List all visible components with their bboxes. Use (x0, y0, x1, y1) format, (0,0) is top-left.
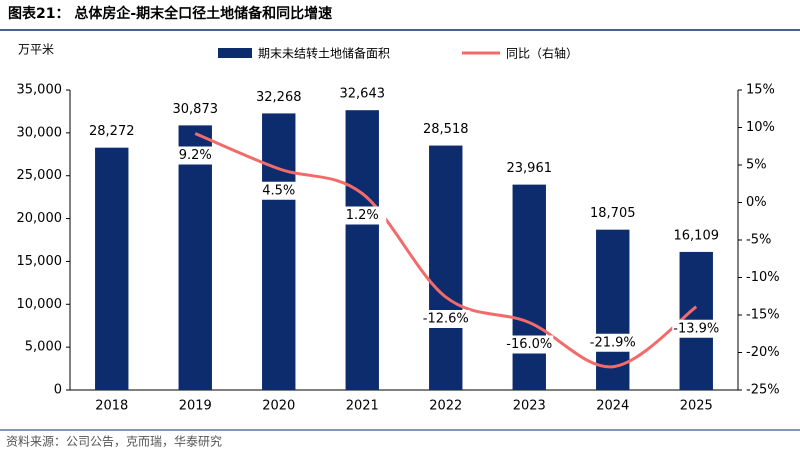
y-tick-label: 5,000 (25, 340, 62, 355)
y2-tick-label: 0% (746, 195, 767, 210)
x-tick-label: 2023 (513, 399, 546, 414)
bar-value-label: 18,705 (590, 206, 636, 221)
y-tick-label: 20,000 (17, 211, 63, 226)
line-value-label: -12.6% (423, 312, 469, 327)
bar (262, 113, 296, 390)
line-label-box (672, 319, 721, 338)
y2-tick-label: -20% (746, 345, 780, 360)
y-tick-label: 15,000 (17, 254, 63, 269)
line-label-box (505, 335, 554, 354)
y2-tick-label: -5% (746, 233, 771, 248)
line-label-box (421, 310, 470, 328)
legend-label: 同比（右轴） (506, 46, 578, 61)
bar-value-label: 32,268 (256, 90, 302, 105)
y-tick-label: 25,000 (17, 168, 63, 183)
line-label-box (254, 181, 303, 200)
legend-swatch (218, 48, 252, 58)
bar (512, 184, 546, 390)
legend-label: 期末未结转土地储备面积 (258, 46, 390, 61)
line (194, 132, 698, 369)
bar-value-label: 32,643 (340, 87, 386, 102)
bar-value-label: 30,873 (173, 102, 219, 117)
x-tick-label: 2020 (262, 399, 295, 414)
line-value-label: -13.9% (673, 321, 719, 336)
x-tick-label: 2021 (346, 399, 379, 414)
x-tick-label: 2019 (179, 399, 212, 414)
chart-title: 图表21： 总体房企-期末全口径土地储备和同比增速 (8, 5, 332, 22)
y-axis-label: 万平米 (18, 43, 54, 57)
source: 资料来源：公司公告，克而瑞，华泰研究 (6, 434, 222, 449)
y2-tick-label: 10% (746, 120, 775, 135)
y-tick-label: 10,000 (17, 297, 63, 312)
line-label-box (588, 333, 637, 352)
bar (95, 147, 129, 390)
line-value-label: 4.5% (262, 183, 295, 198)
bar-value-label: 23,961 (507, 161, 553, 176)
y2-tick-label: -25% (746, 383, 780, 398)
line-value-label: 1.2% (346, 208, 379, 223)
line-value-label: -21.9% (590, 335, 636, 350)
y2-tick-label: -15% (746, 308, 780, 323)
bar (178, 125, 212, 391)
y2-tick-label: 15% (746, 83, 775, 98)
line-value-label: -16.0% (506, 337, 552, 352)
y-tick-label: 0 (54, 383, 62, 398)
y2-tick-label: -10% (746, 270, 780, 285)
line-value-label: 9.2% (179, 148, 212, 163)
bar-value-label: 28,272 (89, 124, 135, 139)
bar (429, 145, 463, 390)
line-label-box (338, 206, 387, 225)
bar-value-label: 28,518 (423, 122, 469, 137)
x-tick-label: 2022 (429, 399, 462, 414)
x-tick-label: 2018 (95, 399, 128, 414)
x-tick-label: 2025 (680, 399, 713, 414)
y2-tick-label: 5% (746, 158, 767, 173)
line-label-box (171, 146, 220, 165)
x-tick-label: 2024 (596, 399, 629, 414)
bar-value-label: 16,109 (674, 228, 720, 243)
y-tick-label: 35,000 (17, 83, 63, 98)
y-tick-label: 30,000 (17, 125, 63, 140)
bar (345, 110, 379, 391)
